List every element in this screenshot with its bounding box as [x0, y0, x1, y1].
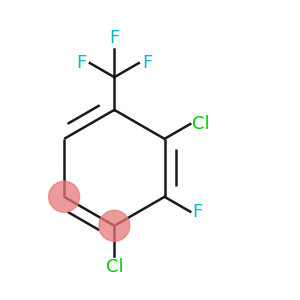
Text: Cl: Cl [106, 258, 123, 276]
Circle shape [49, 182, 80, 212]
Circle shape [99, 210, 130, 241]
Text: Cl: Cl [192, 115, 209, 133]
Text: F: F [109, 29, 119, 47]
Text: F: F [77, 54, 87, 72]
Text: F: F [142, 54, 152, 72]
Text: F: F [192, 203, 202, 221]
